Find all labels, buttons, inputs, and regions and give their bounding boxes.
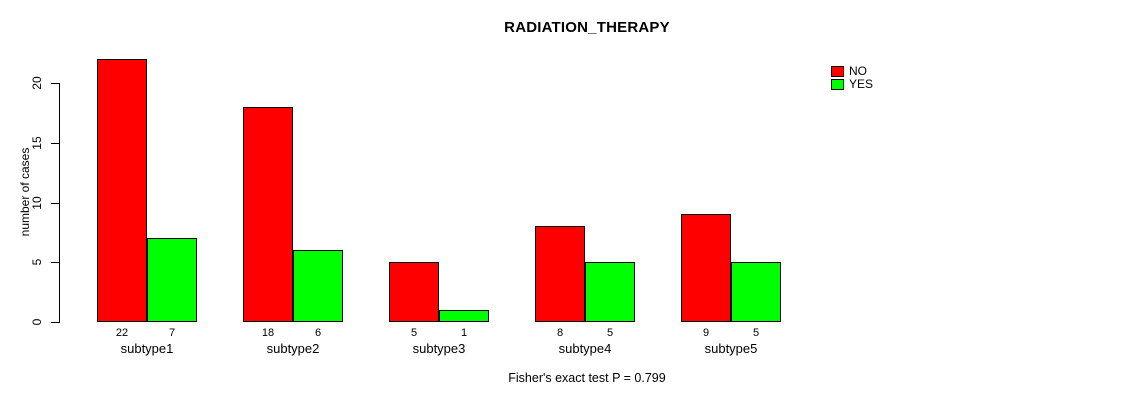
chart-title: RADIATION_THERAPY bbox=[504, 19, 670, 36]
y-axis-line bbox=[59, 83, 60, 323]
y-tick bbox=[51, 83, 59, 84]
category-label-subtype2: subtype2 bbox=[266, 341, 320, 356]
bar-value-label: 18 bbox=[261, 327, 275, 339]
bar-no-subtype5 bbox=[681, 214, 731, 322]
bar-yes-subtype4 bbox=[585, 262, 635, 322]
bar-no-subtype3 bbox=[389, 262, 439, 322]
bar-no-subtype4 bbox=[535, 226, 585, 322]
bar-yes-subtype3 bbox=[439, 310, 489, 322]
y-tick bbox=[51, 322, 59, 323]
legend-swatch-no-icon bbox=[831, 66, 844, 77]
bar-value-label: 9 bbox=[702, 327, 710, 339]
bar-no-subtype1 bbox=[97, 59, 147, 322]
y-tick bbox=[51, 142, 59, 144]
y-tick-label: 20 bbox=[30, 76, 44, 90]
y-tick-label: 0 bbox=[30, 318, 44, 326]
legend-swatch-yes-icon bbox=[831, 79, 844, 90]
bar-value-label: 8 bbox=[556, 327, 564, 339]
bar-value-label: 1 bbox=[460, 327, 468, 339]
legend-label-no: NO bbox=[849, 64, 867, 78]
bar-yes-subtype2 bbox=[293, 250, 343, 322]
y-axis-label: number of cases bbox=[18, 147, 32, 237]
bar-yes-subtype1 bbox=[147, 238, 197, 322]
legend-item-yes: YES bbox=[831, 78, 873, 91]
bar-value-label: 7 bbox=[168, 327, 176, 339]
legend: NO YES bbox=[831, 65, 873, 91]
bar-no-subtype2 bbox=[243, 107, 293, 322]
y-tick bbox=[51, 262, 59, 264]
fisher-test-annotation: Fisher's exact test P = 0.799 bbox=[508, 371, 666, 385]
legend-item-no: NO bbox=[831, 65, 873, 78]
y-tick-label: 15 bbox=[30, 136, 44, 150]
category-label-subtype1: subtype1 bbox=[120, 341, 174, 356]
y-tick-label: 5 bbox=[30, 258, 44, 266]
bar-value-label: 6 bbox=[314, 327, 322, 339]
bar-value-label: 5 bbox=[606, 327, 614, 339]
bar-yes-subtype5 bbox=[731, 262, 781, 322]
category-label-subtype4: subtype4 bbox=[558, 341, 612, 356]
y-tick bbox=[51, 202, 59, 204]
bar-value-label: 22 bbox=[115, 327, 129, 339]
legend-label-yes: YES bbox=[849, 77, 874, 91]
y-tick-label: 10 bbox=[30, 195, 44, 210]
category-label-subtype5: subtype5 bbox=[704, 341, 758, 356]
category-label-subtype3: subtype3 bbox=[412, 341, 466, 356]
bar-value-label: 5 bbox=[752, 327, 760, 339]
bar-value-label: 5 bbox=[410, 327, 418, 339]
